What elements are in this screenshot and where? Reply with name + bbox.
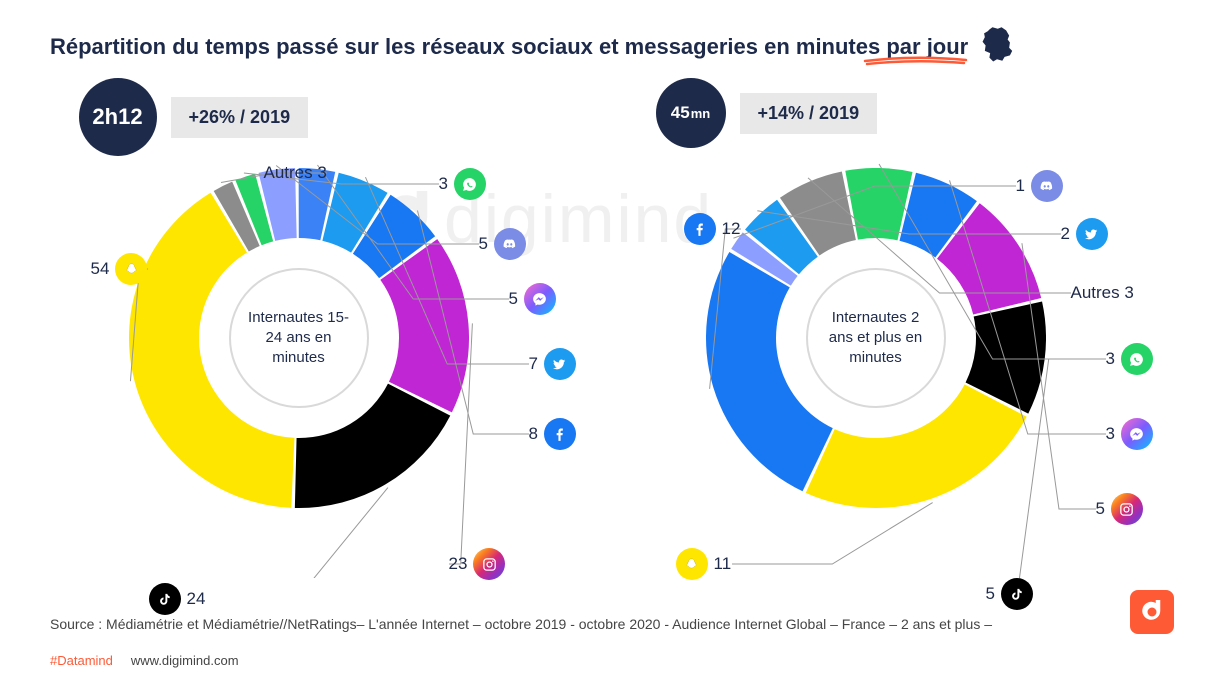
label-messenger-blue: 3 (1106, 418, 1153, 450)
label-discord: 5 (479, 228, 526, 260)
label-instagram: 5 (1096, 493, 1143, 525)
chart-15-24: 2h12 +26% / 2019 Internautes 15-24 ans e… (39, 78, 599, 578)
tiktok-icon (149, 583, 181, 615)
label-facebook: 12 (684, 213, 741, 245)
digimind-logo-icon (1130, 590, 1174, 634)
underline-accent (863, 56, 968, 66)
donut-center-left: Internautes 15-24 ans en minutes (229, 268, 369, 408)
time-badge-left: 2h12 (79, 78, 157, 156)
label-messenger: 5 (509, 283, 556, 315)
discord-icon (1031, 170, 1063, 202)
label-instagram: 23 (449, 548, 506, 580)
donut-center-right: Internautes 2 ans et plus en minutes (806, 268, 946, 408)
time-badge-right: 45mn (656, 78, 726, 148)
facebook-icon (684, 213, 716, 245)
source-text: Source : Médiamétrie et Médiamétrie//Net… (50, 614, 992, 634)
instagram-icon (1111, 493, 1143, 525)
growth-badge-right: +14% / 2019 (740, 93, 878, 134)
label-snapchat: 54 (91, 253, 148, 285)
chart-2plus: 45mn +14% / 2019 Internautes 2 ans et pl… (616, 78, 1176, 578)
label-twitter: 2 (1061, 218, 1108, 250)
label-discord: 1 (1016, 170, 1063, 202)
label-autres: Autres 3 (264, 163, 327, 183)
label-whatsapp: 3 (1106, 343, 1153, 375)
snapchat-icon (115, 253, 147, 285)
messenger-icon (524, 283, 556, 315)
growth-badge-left: +26% / 2019 (171, 97, 309, 138)
label-facebook: 8 (529, 418, 576, 450)
label-tiktok: 5 (986, 578, 1033, 610)
label-snapchat: 11 (676, 548, 732, 580)
page-title: Répartition du temps passé sur les résea… (50, 34, 968, 60)
instagram-icon (473, 548, 505, 580)
discord-icon (494, 228, 526, 260)
snapchat-icon (676, 548, 708, 580)
label-autres: Autres 3 (1071, 283, 1134, 303)
slice-snapchat (805, 384, 1026, 508)
tiktok-icon (1001, 578, 1033, 610)
hashtag: #Datamind (50, 653, 113, 668)
facebook-icon (544, 418, 576, 450)
label-whatsapp: 3 (439, 168, 486, 200)
france-icon (978, 25, 1016, 68)
whatsapp-icon (1121, 343, 1153, 375)
whatsapp-icon (454, 168, 486, 200)
twitter-icon (544, 348, 576, 380)
title-text: Répartition du temps passé sur les résea… (50, 34, 968, 59)
twitter-icon (1076, 218, 1108, 250)
messenger-icon (1121, 418, 1153, 450)
label-twitter: 7 (529, 348, 576, 380)
label-tiktok: 24 (149, 583, 206, 615)
footer-url: www.digimind.com (131, 653, 239, 668)
